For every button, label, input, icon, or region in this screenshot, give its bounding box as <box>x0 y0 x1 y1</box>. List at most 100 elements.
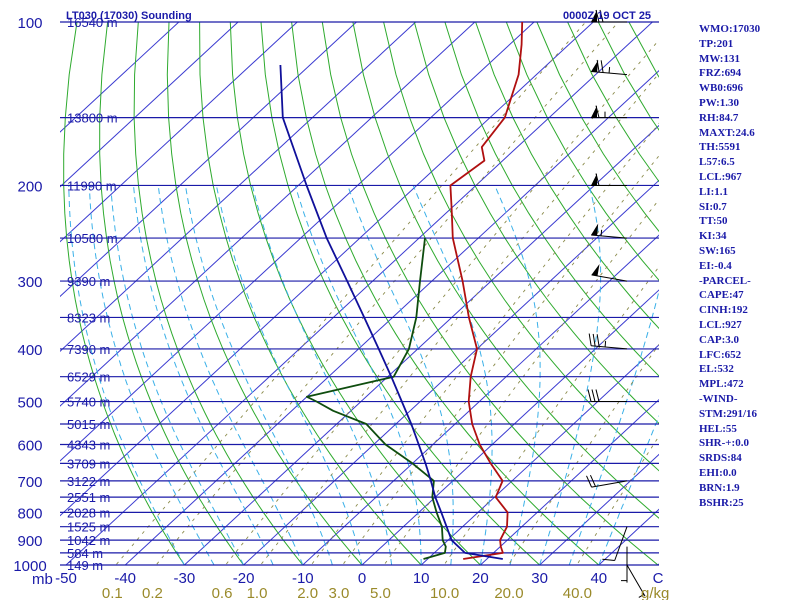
index-item: -PARCEL- <box>699 274 751 287</box>
isotherm-line <box>538 453 659 565</box>
temperature-tick-label: 30 <box>531 570 548 587</box>
index-item: LCL:927 <box>699 318 742 331</box>
isotherm-line <box>60 22 535 462</box>
isotherm-line <box>420 344 659 565</box>
mixing-ratio-line <box>342 155 659 565</box>
mixing-ratio-tick-label: 20.0 <box>494 585 523 600</box>
index-item: FRZ:694 <box>699 67 742 80</box>
pressure-tick-label: 600 <box>17 438 42 455</box>
wind-barb-full <box>586 475 593 488</box>
dry-adiabat-line <box>505 22 659 282</box>
index-item: CAP:3.0 <box>699 333 740 346</box>
isotherm-line <box>60 22 594 517</box>
dry-adiabat-line <box>383 22 659 472</box>
temperature-tick-label: 20 <box>472 570 489 587</box>
isotherm-line <box>183 124 659 565</box>
wind-barb-full <box>588 333 592 346</box>
temperature-unit-label: C <box>653 570 664 587</box>
isotherm-line <box>60 22 357 298</box>
height-tick-label: 8323 m <box>67 310 110 325</box>
pressure-tick-label: 200 <box>17 178 42 195</box>
index-item: MAXT:24.6 <box>699 126 755 139</box>
wind-barb-flag <box>591 173 597 186</box>
dry-adiabat-line <box>321 22 659 565</box>
dry-adiabat-line <box>133 22 304 565</box>
index-item: EHI:0.0 <box>699 466 737 479</box>
wind-barb-full <box>595 173 600 186</box>
temperature-tick-label: -20 <box>233 570 255 587</box>
isotherm-line <box>124 70 659 565</box>
wind-barb-full <box>595 389 600 402</box>
pressure-tick-label: 100 <box>17 15 42 32</box>
moist-adiabat-line <box>110 185 245 565</box>
wind-barb-half <box>638 594 645 598</box>
wind-barb <box>591 223 628 239</box>
wind-barb-shaft <box>614 526 628 561</box>
height-tick-label: 5740 m <box>67 395 110 410</box>
mixing-ratio-tick-label: 2.0 <box>297 585 318 600</box>
pressure-tick-label: 800 <box>17 505 42 522</box>
wind-barb-flag <box>591 60 599 72</box>
dry-adiabat-line <box>352 22 659 519</box>
dry-adiabat-line <box>63 22 186 565</box>
wind-barb <box>626 564 646 598</box>
height-tick-label: 5015 m <box>67 417 110 432</box>
height-tick-label: 9390 m <box>67 274 110 289</box>
wind-barb <box>591 105 627 119</box>
index-item: LI:1.1 <box>699 185 729 198</box>
isotherm-line <box>361 289 659 565</box>
dry-adiabat-line <box>444 22 659 377</box>
moist-adiabat-lines <box>68 185 659 565</box>
height-tick-label: 16540 m <box>67 15 118 30</box>
mixing-ratio-tick-label: 0.2 <box>142 585 163 600</box>
isotherm-line <box>479 398 659 565</box>
dewpoint-profile-line <box>305 237 447 560</box>
height-tick-label: 584 m <box>67 546 103 561</box>
mixing-ratio-tick-label: 0.6 <box>212 585 233 600</box>
profile-lines <box>279 22 524 560</box>
isotherm-line <box>60 22 476 407</box>
height-tick-label: 3122 m <box>67 474 110 489</box>
isotherm-lines <box>60 22 659 565</box>
wind-barb-full <box>602 558 615 562</box>
index-item: CINH:192 <box>699 304 748 317</box>
index-item: PW:1.30 <box>699 96 740 109</box>
wind-barb <box>587 389 627 403</box>
mixing-ratio-tick-label: 40.0 <box>563 585 592 600</box>
height-tick-label: 2551 m <box>67 490 110 505</box>
wind-barb <box>591 9 627 23</box>
pressure-tick-label: 700 <box>17 474 42 491</box>
index-item: LCL:967 <box>699 170 742 183</box>
index-item: BRN:1.9 <box>699 481 740 494</box>
index-item: SHR-+:0.0 <box>699 437 749 450</box>
wind-barbs <box>586 9 646 598</box>
wind-barb-full <box>589 474 596 487</box>
wind-barb-full <box>595 9 600 23</box>
axis-labels: 0.1 0.2 0.6 1.0 2.0 3.0 5.0 10.0 20.0 40.01002003… <box>13 15 663 600</box>
wind-barb-full <box>592 333 596 347</box>
wind-barb-full <box>596 59 600 73</box>
moist-adiabat-line <box>215 185 363 565</box>
pressure-tick-label: 900 <box>17 533 42 550</box>
dry-adiabat-line <box>260 22 541 565</box>
wind-barb <box>591 59 628 76</box>
wind-barb-full <box>591 389 596 402</box>
dry-adiabat-line <box>199 22 422 565</box>
wind-barb-shaft <box>626 564 646 597</box>
wind-barb-shaft <box>591 345 628 350</box>
wind-barb-flag <box>591 264 600 276</box>
wind-barb-half <box>608 67 611 74</box>
height-tick-label: 1525 m <box>67 520 110 535</box>
index-item: MW:131 <box>699 52 740 65</box>
pressure-tick-label: 400 <box>17 342 42 359</box>
temperature-tick-label: -30 <box>174 570 196 587</box>
wind-barb <box>621 546 628 583</box>
index-item: TH:5591 <box>699 141 741 154</box>
wind-barb-shaft <box>591 480 628 488</box>
isotherm-line <box>60 22 298 243</box>
wind-barb <box>586 474 628 488</box>
index-item: SRDS:84 <box>699 452 742 465</box>
mixing-ratio-line <box>260 72 659 565</box>
temperature-profile-line <box>449 22 524 560</box>
